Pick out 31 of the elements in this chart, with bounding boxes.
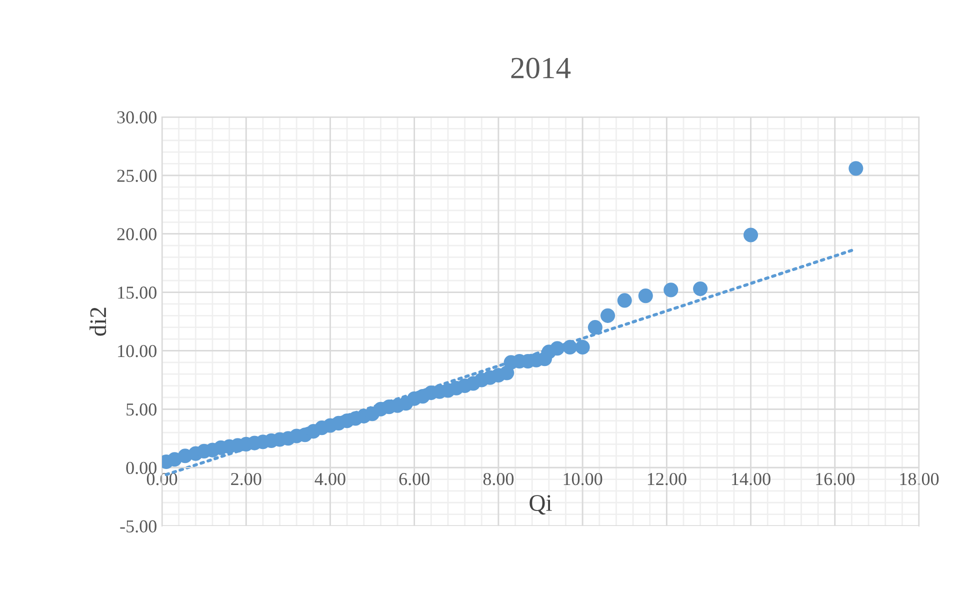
point (600, 308, 616, 323)
x-tick-label: 6.00 (399, 472, 430, 486)
x-tick-label: 2.00 (231, 472, 262, 486)
y-tick-label: 10.00 (118, 344, 156, 358)
y-tick-label: 0.00 (126, 462, 156, 474)
point (575, 340, 590, 354)
y-tick-label: 25.00 (117, 170, 156, 182)
x-tick-label: 8.00 (483, 472, 514, 486)
point (588, 320, 602, 335)
x-tick-label: 4.00 (314, 472, 346, 486)
x-tick-label: 16.00 (816, 472, 855, 486)
point (617, 293, 632, 308)
y-tick-label: 20.00 (117, 228, 156, 240)
x-tick-label: 14.00 (732, 472, 770, 486)
chart-title: 2014 (511, 58, 571, 78)
y-tick-label: 5.00 (126, 403, 156, 416)
point (638, 288, 653, 304)
x-tick-label: 10.00 (564, 472, 602, 486)
y-tick-label: 30.00 (117, 111, 156, 124)
point (562, 340, 578, 354)
y-tick-label: 15.00 (118, 286, 156, 299)
point (693, 281, 708, 296)
x-axis-title: Qi (530, 495, 552, 515)
point (664, 282, 678, 298)
y-axis-title: di2 (90, 308, 106, 336)
y-tick-label: -5.00 (120, 520, 156, 533)
point (848, 161, 864, 176)
point (743, 228, 758, 242)
x-tick-label: 18.00 (900, 472, 939, 486)
x-tick-label: 12.00 (648, 472, 686, 486)
point (550, 341, 565, 356)
